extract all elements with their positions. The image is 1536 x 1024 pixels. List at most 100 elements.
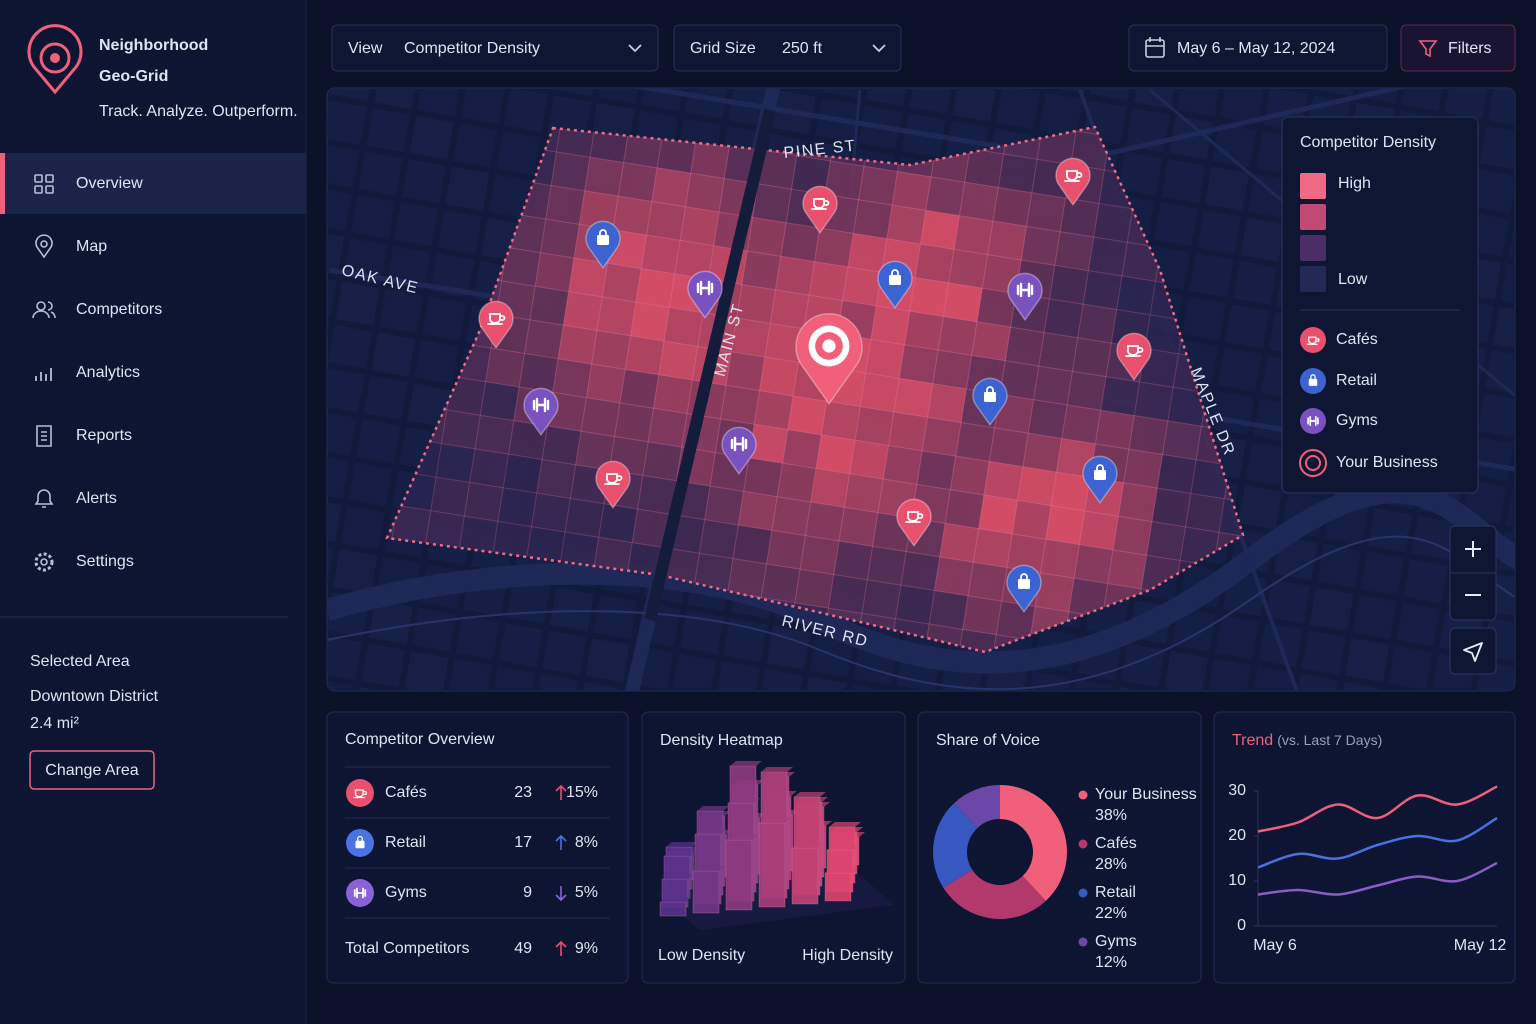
- control-frame: [331, 24, 659, 72]
- density-cell: [435, 442, 476, 484]
- y-tick-label: 0: [1237, 917, 1246, 934]
- donut-segment: [933, 803, 978, 888]
- density-cell: [833, 540, 874, 581]
- map-pin[interactable]: [721, 426, 757, 476]
- density-cell: [1093, 202, 1134, 243]
- density-cell: [774, 255, 816, 296]
- locate-button[interactable]: [1449, 627, 1497, 675]
- city-block: [1492, 306, 1515, 351]
- heat-bar-top: [660, 897, 692, 902]
- icon-bag-handle: [357, 835, 363, 842]
- zoom-controls[interactable]: [1449, 525, 1497, 621]
- density-cell: [479, 381, 520, 422]
- density-cell: [759, 356, 800, 397]
- icon-bag: [1018, 579, 1030, 589]
- toolbar-control[interactable]: View Competitor Density: [331, 24, 659, 72]
- map-pin[interactable]: [523, 387, 559, 437]
- trend-line: [1257, 785, 1498, 833]
- trend-line: [1257, 816, 1498, 869]
- density-cell: [474, 414, 515, 455]
- toolbar-control[interactable]: Filters: [1400, 24, 1516, 72]
- city-block: [491, 666, 536, 691]
- density-cell: [1112, 515, 1153, 556]
- heat-bar-top: [695, 829, 727, 834]
- density-cell: [502, 453, 543, 494]
- toolbar-control[interactable]: May 6 – May 12, 2024: [1128, 24, 1388, 72]
- nav-icon: [35, 368, 52, 381]
- city-block: [330, 88, 375, 102]
- nav-item[interactable]: Competitors: [32, 301, 162, 318]
- app-title: Neighborhood: [99, 37, 208, 54]
- density-cell: [769, 289, 810, 330]
- city-block: [327, 411, 357, 456]
- density-cell: [865, 338, 906, 379]
- control-frame: [1400, 24, 1516, 72]
- density-cell: [937, 315, 978, 357]
- change-area-button[interactable]: Change Area: [29, 750, 155, 790]
- nav-icon: [36, 301, 46, 311]
- nav-item[interactable]: Alerts: [34, 489, 117, 508]
- nav-active-bg: [0, 153, 306, 214]
- density-cell: [1071, 337, 1112, 378]
- city-block: [1197, 210, 1242, 255]
- city-block: [1039, 92, 1084, 137]
- density-cell: [1066, 370, 1107, 411]
- nav-item[interactable]: Settings: [34, 552, 134, 572]
- density-cell: [746, 216, 787, 257]
- street: [327, 481, 1515, 674]
- city-block: [766, 625, 811, 670]
- city-block: [452, 123, 498, 168]
- city-block: [366, 108, 411, 153]
- icon-bag: [984, 392, 996, 402]
- density-cell: [534, 252, 575, 293]
- density-cell: [1017, 466, 1058, 507]
- density-cell: [1061, 404, 1102, 445]
- row-name: Gyms: [385, 884, 427, 901]
- y-tick-label: 10: [1228, 872, 1246, 889]
- row-icon: [346, 779, 374, 807]
- city-block: [417, 88, 462, 117]
- nav-item[interactable]: Overview: [0, 153, 306, 214]
- city-block: [1368, 508, 1413, 553]
- city-block: [1090, 88, 1135, 102]
- row-change: 15%: [566, 784, 598, 801]
- toolbar-control[interactable]: Grid Size 250 ft: [673, 24, 902, 72]
- density-cell: [909, 277, 950, 318]
- y-tick-label: 20: [1228, 827, 1246, 844]
- city-block: [1215, 615, 1260, 660]
- density-cell: [1107, 549, 1148, 590]
- density-cell: [987, 220, 1028, 261]
- city-block: [503, 88, 548, 132]
- city-block: [1245, 441, 1290, 486]
- density-cell: [552, 358, 593, 399]
- heat-bar-top: [827, 845, 859, 850]
- density-cell: [916, 450, 957, 491]
- density-cell: [591, 329, 632, 370]
- donut-hole: [967, 819, 1033, 885]
- icon-cafe: [905, 511, 924, 523]
- icon-cafe: [811, 198, 830, 210]
- city-block: [802, 676, 847, 691]
- icon-bag: [597, 235, 609, 245]
- density-cell: [847, 232, 888, 273]
- city-block: [1472, 169, 1515, 214]
- icon-bag-handle: [986, 386, 994, 393]
- title-main: Trend: [1232, 732, 1273, 749]
- nav-item[interactable]: Analytics: [35, 364, 140, 381]
- density-cell: [530, 492, 571, 533]
- density-cell: [652, 374, 693, 415]
- legend-swatch: [1300, 266, 1326, 292]
- map-pin[interactable]: [1007, 272, 1043, 322]
- icon-dumbbell: [730, 436, 748, 452]
- icon-bag-handle: [1020, 573, 1028, 580]
- legend-swatch: [1300, 173, 1326, 199]
- density-cell: [866, 545, 907, 586]
- map-pin[interactable]: [687, 270, 723, 320]
- density-cell: [562, 291, 603, 332]
- city-block: [361, 643, 406, 688]
- nav-item[interactable]: Map: [35, 234, 107, 259]
- city-block: [327, 679, 355, 691]
- nav-item[interactable]: Reports: [36, 425, 132, 447]
- density-cell: [914, 243, 955, 284]
- legend-frame: [1281, 116, 1479, 494]
